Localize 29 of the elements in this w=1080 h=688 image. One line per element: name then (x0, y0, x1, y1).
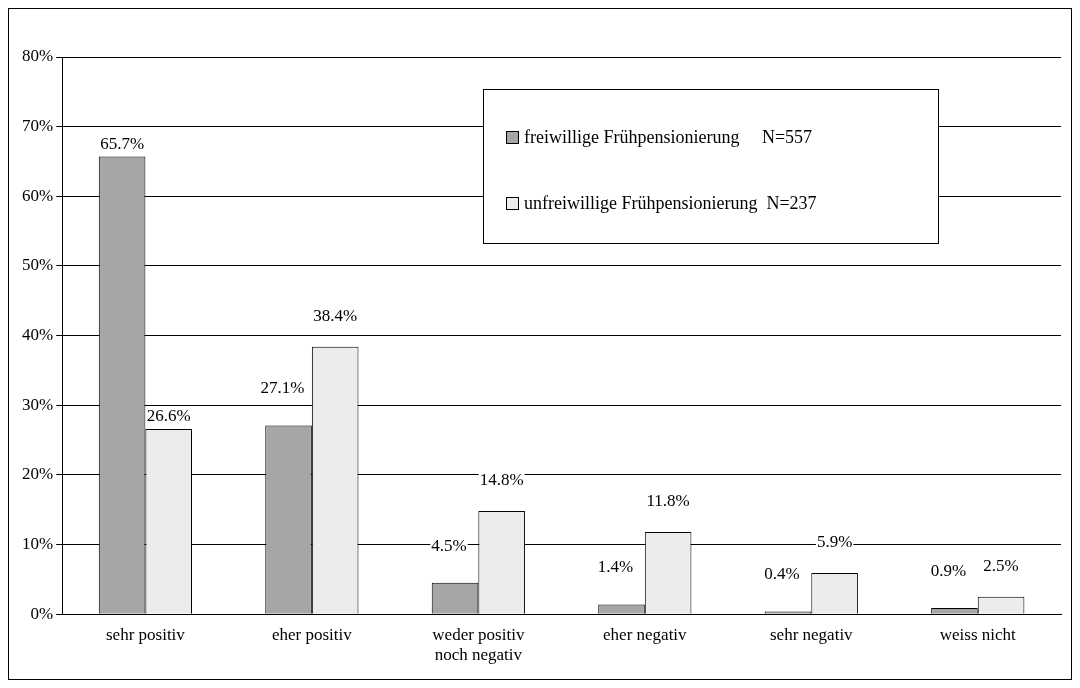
data-label: 0.4% (764, 564, 800, 584)
x-tick-label: weiss nicht (939, 624, 1017, 644)
data-label: 1.4% (597, 557, 634, 577)
x-tick-label: sehr negativ (769, 624, 854, 644)
x-tick-label: weder positiv noch negativ (432, 624, 525, 665)
data-label: 0.9% (930, 560, 967, 580)
x-tick-label: eher positiv (271, 624, 353, 644)
y-tick-label: 10% (21, 534, 54, 554)
y-tick-label: 50% (21, 255, 54, 275)
y-tick-label: 20% (21, 464, 54, 484)
legend-label: unfreiwillige Frühpensionierung N=237 (524, 192, 817, 214)
data-label: 27.1% (260, 378, 305, 398)
x-tick-label: sehr positiv (105, 624, 186, 644)
legend-label: freiwillige Frühpensionierung N=557 (524, 126, 813, 148)
data-label: 11.8% (646, 490, 690, 510)
data-label: 2.5% (983, 555, 1019, 575)
data-label: 38.4% (313, 305, 358, 325)
y-tick-label: 80% (21, 46, 54, 66)
data-label: 26.6% (146, 405, 191, 425)
y-tick-label: 70% (21, 116, 54, 136)
x-tick-label: eher negativ (603, 624, 688, 644)
data-label: 5.9% (816, 532, 853, 552)
y-tick-label: 40% (21, 325, 54, 345)
data-label: 4.5% (431, 535, 467, 555)
y-tick-label: 0% (30, 603, 54, 623)
data-label: 14.8% (479, 470, 524, 490)
y-tick-label: 30% (21, 394, 54, 414)
data-label: 65.7% (100, 133, 145, 153)
y-tick-label: 60% (21, 185, 54, 205)
